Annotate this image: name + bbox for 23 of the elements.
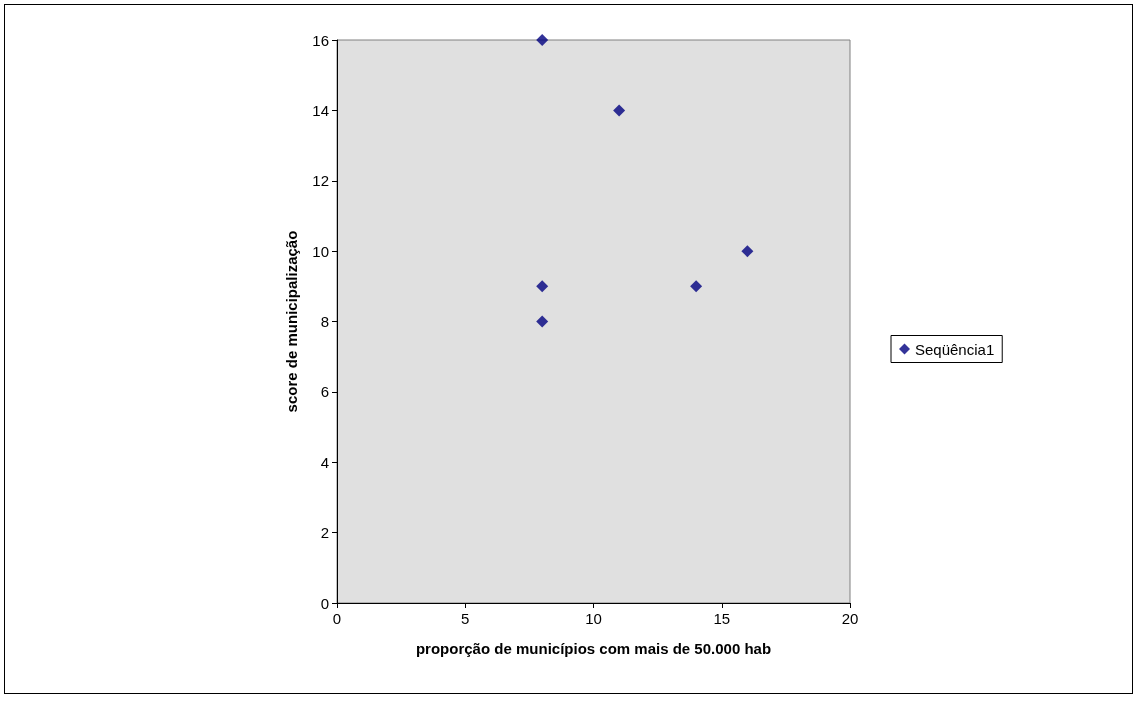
y-tick-label: 6 bbox=[320, 383, 329, 401]
x-tick-label: 10 bbox=[585, 610, 602, 627]
point bbox=[536, 280, 549, 293]
y-tick-label: 4 bbox=[320, 453, 329, 471]
x-axis-title: proporção de municípios com mais de 50.000 hab bbox=[415, 640, 772, 657]
y-tick-label: 12 bbox=[312, 172, 329, 190]
y-tick-label: 8 bbox=[320, 313, 329, 330]
y-tick-label: 2 bbox=[320, 524, 329, 542]
point bbox=[613, 104, 626, 117]
x-tick-label: 0 bbox=[332, 610, 342, 627]
point bbox=[536, 34, 549, 46]
point bbox=[536, 315, 549, 328]
x-tick-label: 20 bbox=[841, 610, 859, 627]
y-tick-label: 0 bbox=[320, 594, 329, 612]
x-tick-label: 15 bbox=[713, 610, 731, 627]
legend-label: Seqüência1 bbox=[915, 340, 995, 358]
y-tick-label: 14 bbox=[312, 101, 329, 119]
y-tick-label: 10 bbox=[312, 242, 329, 260]
x-tick-label: 5 bbox=[461, 610, 470, 627]
point bbox=[690, 280, 703, 293]
y-axis-title: score de municipalização bbox=[283, 230, 300, 413]
point bbox=[741, 245, 754, 258]
y-tick-label: 16 bbox=[312, 31, 329, 49]
